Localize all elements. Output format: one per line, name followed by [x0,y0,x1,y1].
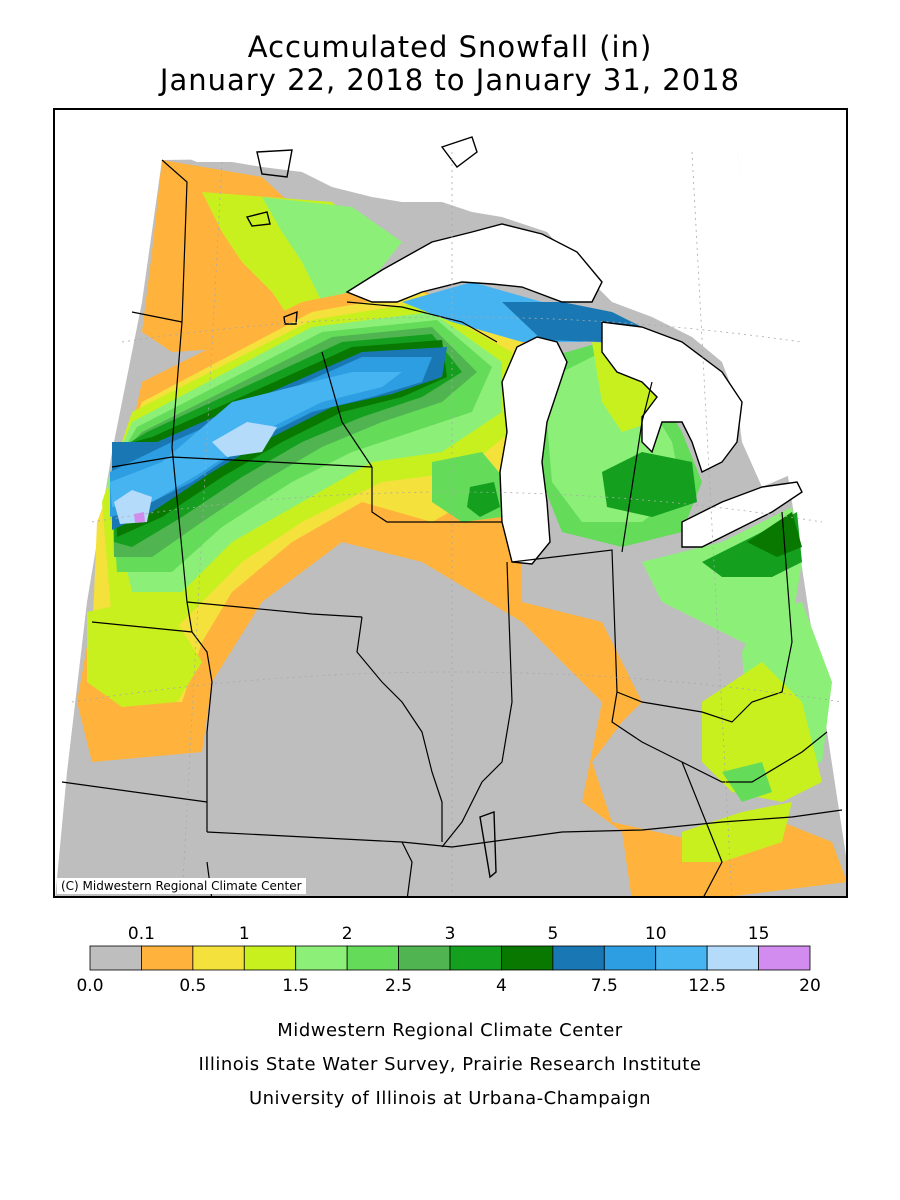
legend-bottom-labels: 0.0 0.5 1.5 2.5 4 7.5 12.5 20 [76,976,820,996]
legend-top-label: 10 [645,924,667,944]
mi-3 [602,452,697,517]
legend-top-label: 3 [445,924,456,944]
legend-swatches [89,945,811,971]
oh-4 [747,512,802,557]
graticule [71,151,843,896]
map-copyright: (C) Midwestern Regional Climate Center [57,878,306,894]
legend-swatch [552,945,605,971]
legend-top-label: 1 [239,924,250,944]
credit-mrcc: Midwestern Regional Climate Center [277,1020,623,1041]
legend-swatch [655,945,708,971]
canada-ontario [172,152,797,487]
legend-swatch [346,945,399,971]
lake-michigan [500,337,567,564]
legend-top-label: 2 [342,924,353,944]
legend-swatch [758,945,811,971]
legend-bottom-label: 0.5 [179,976,206,996]
legend-swatch [398,945,451,971]
color-legend: 0.1 1 2 3 5 10 15 0.0 0.5 1.5 2.5 4 7.5 12.5 20 [76,924,820,996]
legend-swatch [192,945,245,971]
legend-top-label: 0.1 [128,924,155,944]
legend-swatch [89,945,142,971]
legend-bottom-label: 1.5 [282,976,309,996]
legend-swatch [501,945,554,971]
tn-1 [682,802,792,862]
band-15 [134,512,145,523]
legend-top-labels: 0.1 1 2 3 5 10 15 [128,924,769,944]
wi-3 [467,482,500,517]
lake-superior [347,224,602,302]
band-10 [110,372,402,507]
legend-swatch [706,945,759,971]
band-12-5-a [212,422,277,457]
map-canvas [55,110,846,896]
legend-bottom-label: 12.5 [688,976,726,996]
legend-swatch [603,945,657,971]
legend-bottom-label: 2.5 [385,976,412,996]
legend-top-label: 5 [547,924,558,944]
legend-bottom-label: 7.5 [591,976,618,996]
legend-bottom-label: 4 [496,976,507,996]
legend-bottom-label: 20 [799,976,821,996]
snowfall-map: (C) Midwestern Regional Climate Center [53,108,848,898]
map-date-range: January 22, 2018 to January 31, 2018 [159,63,741,97]
wv-1 [702,662,822,802]
legend-top-label: 15 [748,924,770,944]
map-title: Accumulated Snowfall (in) [247,30,653,64]
legend-swatch [243,945,297,971]
zone-1-5-north-mn [262,197,402,302]
lake-outlines [245,136,803,879]
credit-isws: Illinois State Water Survey, Prairie Res… [198,1054,702,1075]
legend-swatch [449,945,502,971]
legend-bottom-label: 0.0 [76,976,103,996]
sw-1 [87,602,202,707]
legend-swatch [295,945,348,971]
legend-swatch [141,945,194,971]
credit-uiuc: University of Illinois at Urbana-Champai… [248,1088,652,1109]
state-boundaries [61,159,843,896]
